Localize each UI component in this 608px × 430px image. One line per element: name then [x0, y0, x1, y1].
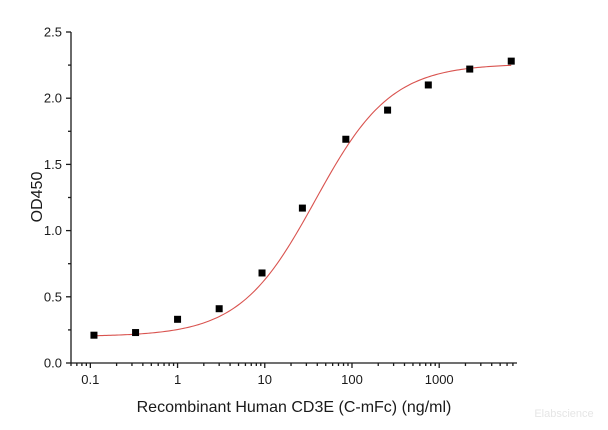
y-tick-label: 2.5 — [44, 25, 62, 40]
data-point — [424, 81, 432, 89]
x-axis-title: Recombinant Human CD3E (C-mFc) (ng/ml) — [137, 399, 452, 416]
data-point — [90, 331, 98, 339]
data-points — [90, 57, 515, 339]
x-tick-label: 1 — [174, 372, 181, 387]
data-point — [342, 135, 350, 143]
x-tick-label: 1000 — [425, 372, 454, 387]
axes: 0.0 0.5 1.0 1.5 2.0 2.5 0.1 1 10 100 1000 — [44, 25, 517, 387]
data-point — [466, 65, 474, 73]
x-tick-label: 100 — [341, 372, 363, 387]
data-point — [384, 106, 392, 114]
fit-curve — [93, 64, 512, 337]
data-point — [507, 57, 515, 65]
y-tick-label: 1.0 — [44, 223, 62, 238]
data-point — [174, 315, 182, 323]
data-point — [258, 269, 266, 277]
x-tick-label: 0.1 — [81, 372, 99, 387]
x-tick-label: 10 — [258, 372, 272, 387]
data-point — [298, 204, 306, 212]
y-tick-label: 2.0 — [44, 91, 62, 106]
data-point — [132, 329, 140, 337]
y-tick-label: 0.5 — [44, 289, 62, 304]
y-axis-title: OD450 — [29, 172, 46, 223]
data-point — [215, 305, 223, 313]
y-tick-label: 0.0 — [44, 356, 62, 371]
fit-curve-path — [93, 64, 512, 337]
watermark: Elabscience — [534, 408, 593, 420]
y-tick-label: 1.5 — [44, 157, 62, 172]
